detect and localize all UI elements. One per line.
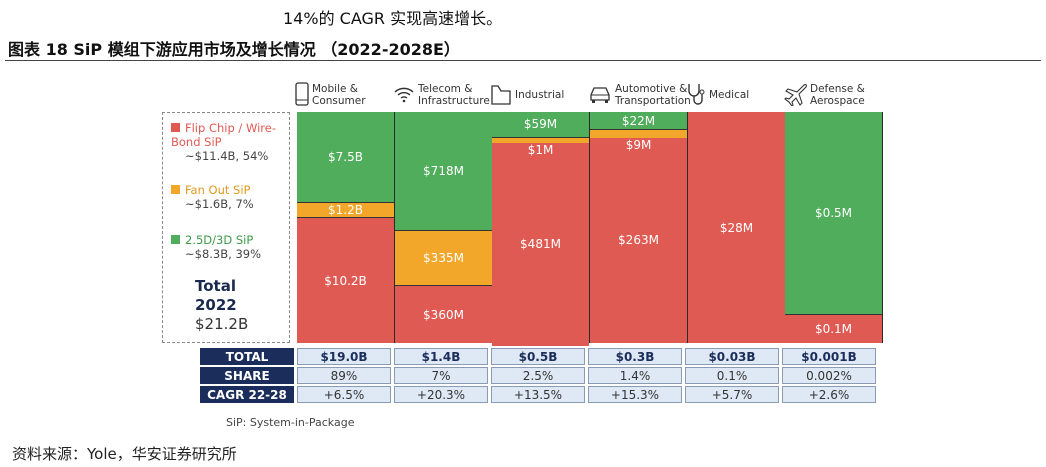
segment-flip: $28M: [688, 112, 785, 343]
legend-item-2-5d-3d: 2.5D/3D SiP ~$8.3B, 39%: [171, 233, 261, 261]
table-cell: $0.3B: [588, 348, 682, 365]
category-column: $0.5M $0.1M: [785, 112, 883, 343]
table-row: SHARE 89% 7% 2.5% 1.4% 0.1% 0.002%: [200, 367, 876, 384]
table-cell: 0.002%: [782, 367, 876, 384]
row-label: CAGR 22-28: [200, 386, 294, 403]
table-cell: 2.5%: [491, 367, 585, 384]
table-cell: +5.7%: [685, 386, 779, 403]
row-label: TOTAL: [200, 348, 294, 365]
legend-item-flip-chip: Flip Chip / Wire-Bond SiP ~$11.4B, 54%: [171, 121, 276, 163]
table-cell: 7%: [394, 367, 488, 384]
source-text: 资料来源：Yole，华安证券研究所: [12, 445, 237, 463]
segment-flip: $0.1M: [785, 314, 882, 343]
category-label: Mobile & Consumer: [312, 83, 366, 107]
category-header: Automotive & Transportation: [588, 80, 695, 110]
airplane-icon: [783, 82, 810, 109]
category-column: $22M$9M$263M: [590, 112, 688, 343]
intro-text: 14%的 CAGR 实现高速增长。: [283, 9, 503, 28]
factory-icon: [490, 83, 515, 108]
category-header: Industrial: [490, 80, 564, 110]
segment-fanout: $1.2B: [297, 202, 394, 218]
category-header: Defense & Aerospace: [783, 80, 890, 110]
segment-d25: $59M: [492, 112, 589, 137]
table-cell: $0.001B: [782, 348, 876, 365]
table-cell: $0.03B: [685, 348, 779, 365]
category-header: Telecom & Infrastructure: [393, 80, 498, 110]
table-cell: $0.5B: [491, 348, 585, 365]
table-cell: 89%: [297, 367, 391, 384]
category-column: $59M$1M$481M: [492, 112, 590, 347]
table-row: TOTAL $19.0B $1.4B $0.5B $0.3B $0.03B $0.001B: [200, 348, 876, 365]
table-cell: +2.6%: [782, 386, 876, 403]
table-cell: +15.3%: [588, 386, 682, 403]
segment-flip: $360M: [395, 285, 492, 343]
table-cell: $1.4B: [394, 348, 488, 365]
legend: Flip Chip / Wire-Bond SiP ~$11.4B, 54% F…: [162, 112, 290, 343]
table-cell: $19.0B: [297, 348, 391, 365]
legend-swatch: [171, 185, 180, 194]
category-label: Telecom & Infrastructure: [418, 83, 490, 107]
segment-flip: $10.2B: [297, 217, 394, 343]
table-cell: 1.4%: [588, 367, 682, 384]
total-2022: Total 2022 $21.2B: [195, 277, 249, 333]
category-column: $718M $335M $360M: [395, 112, 493, 343]
title-divider: [5, 60, 1041, 61]
segment-d25: $22M: [590, 112, 687, 130]
category-column: $28M: [688, 112, 786, 343]
stethoscope-icon: [686, 82, 709, 109]
segment-d25: $718M: [395, 112, 492, 230]
segment-flip: $481M: [492, 140, 589, 347]
table-cell: 0.1%: [685, 367, 779, 384]
phone-icon: [295, 81, 312, 109]
table-cell: +20.3%: [394, 386, 488, 403]
category-label: Automotive & Transportation: [615, 83, 691, 107]
category-header: Medical: [686, 80, 749, 110]
car-icon: [588, 84, 615, 107]
row-label: SHARE: [200, 367, 294, 384]
legend-swatch: [171, 123, 180, 132]
segment-d25: $0.5M: [785, 112, 882, 315]
category-label: Defense & Aerospace: [810, 83, 865, 107]
table-cell: +6.5%: [297, 386, 391, 403]
figure-title: 图表 18 SiP 模组下游应用市场及增长情况 （2022-2028E）: [8, 40, 460, 59]
table-row: CAGR 22-28 +6.5% +20.3% +13.5% +15.3% +5.7% +2…: [200, 386, 876, 403]
segment-flip: $263M: [590, 136, 687, 343]
category-label: Medical: [709, 89, 750, 101]
segment-d25: $7.5B: [297, 112, 394, 203]
wifi-icon: [393, 84, 418, 107]
category-header: Mobile & Consumer: [295, 80, 392, 110]
footnote: SiP: System-in-Package: [226, 416, 355, 429]
category-column: $7.5B $1.2B $10.2B: [297, 112, 395, 343]
legend-swatch: [171, 235, 180, 244]
table-cell: +13.5%: [491, 386, 585, 403]
legend-item-fan-out: Fan Out SiP ~$1.6B, 7%: [171, 183, 254, 211]
category-label: Industrial: [515, 89, 565, 101]
segment-fanout: $335M: [395, 229, 492, 286]
segment-fanout: $1M: [492, 136, 589, 157]
segment-fanout: $9M: [590, 129, 687, 152]
